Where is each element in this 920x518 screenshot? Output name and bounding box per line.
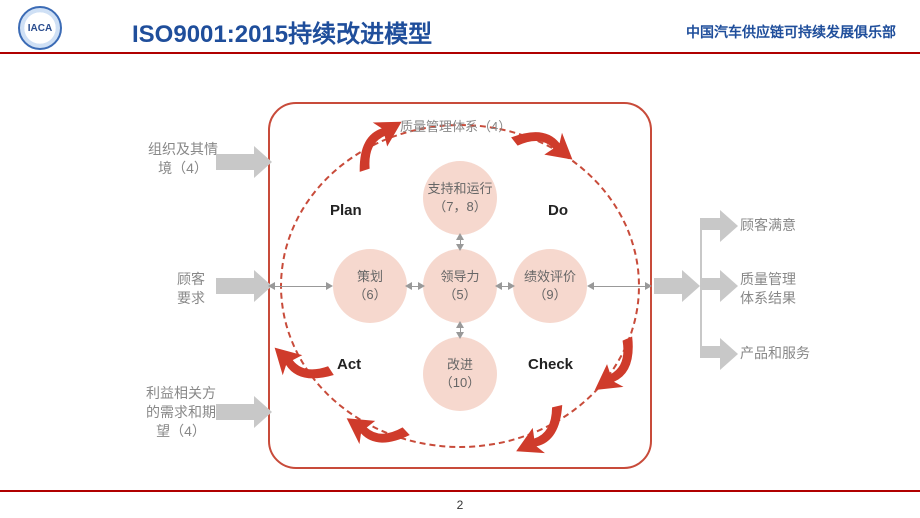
page-title: ISO9001:2015持续改进模型 <box>132 14 432 49</box>
pdca-act: Act <box>337 356 361 373</box>
input-org: 组织及其情境（4） <box>148 140 218 178</box>
header: IACA ISO9001:2015持续改进模型 中国汽车供应链可持续发展俱乐部 <box>0 0 920 54</box>
arrow-leader-improve <box>460 327 461 333</box>
arrow-in-plan <box>274 286 327 287</box>
node-plan: 策划（6） <box>333 249 407 323</box>
pdca-check: Check <box>528 356 573 373</box>
bottom-rule <box>0 490 920 492</box>
arrow-leader-perf <box>501 286 509 287</box>
output-arrow-qms <box>700 278 722 290</box>
pdca-plan: Plan <box>330 202 362 219</box>
input-arrow-org <box>216 154 256 170</box>
qms-label: 质量管理体系（4） <box>400 116 511 135</box>
output-main-arrow <box>654 278 684 294</box>
node-leader: 领导力（5） <box>423 249 497 323</box>
pdca-do: Do <box>548 202 568 219</box>
output-arrow-sat <box>700 218 722 230</box>
arrow-support-leader <box>460 239 461 245</box>
output-qms: 质量管理体系结果 <box>740 270 796 308</box>
node-perf: 绩效评价（9） <box>513 249 587 323</box>
org-subtitle: 中国汽车供应链可持续发展俱乐部 <box>686 22 896 42</box>
output-prod: 产品和服务 <box>740 344 810 363</box>
input-stake: 利益相关方的需求和期望（4） <box>146 384 216 441</box>
input-cust: 顾客要求 <box>177 270 205 308</box>
arrow-plan-leader <box>411 286 419 287</box>
arrow-perf-out <box>593 286 646 287</box>
output-sat: 顾客满意 <box>740 216 796 235</box>
input-arrow-stake <box>216 404 256 420</box>
input-arrow-cust <box>216 278 256 294</box>
output-arrow-prod <box>700 346 722 358</box>
diagram-canvas: 质量管理体系（4） Plan Do Act Check 支持和运行（7，8） 领导力（5）策… <box>0 54 920 494</box>
node-support: 支持和运行（7，8） <box>423 161 497 235</box>
page-number: 2 <box>0 498 920 512</box>
node-improve: 改进（10） <box>423 337 497 411</box>
logo: IACA <box>18 6 62 50</box>
